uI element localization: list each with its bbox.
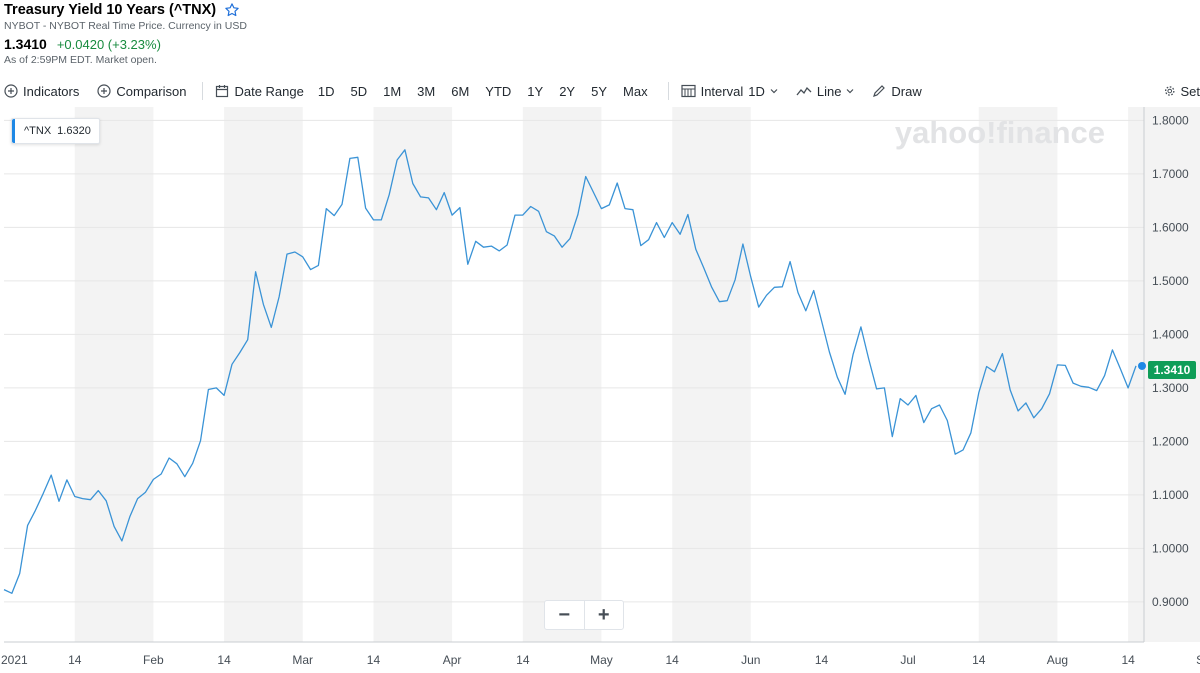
pencil-icon — [873, 85, 886, 97]
range-ytd-button[interactable]: YTD — [485, 83, 512, 99]
zoom-in-button[interactable]: + — [583, 601, 624, 629]
page-title: Treasury Yield 10 Years (^TNX) — [4, 2, 217, 18]
x-tick-label: Jul — [900, 653, 915, 667]
y-tick-label: 1.3000 — [1152, 381, 1189, 395]
range-6m-button[interactable]: 6M — [451, 83, 470, 99]
y-tick-label: 1.6000 — [1152, 220, 1189, 234]
range-2y-button[interactable]: 2Y — [559, 83, 576, 99]
x-tick-label: Sep — [1196, 653, 1200, 667]
as-of-text: As of 2:59PM EDT. Market open. — [4, 54, 157, 66]
date-range-button[interactable]: Date Range — [215, 83, 304, 99]
yahoo-finance-watermark: yahoo!finance — [895, 115, 1105, 150]
x-tick-label: 14 — [815, 653, 829, 667]
chart-band — [978, 107, 1058, 642]
plus-circle-icon — [97, 84, 111, 98]
indicators-label: Indicators — [23, 83, 80, 99]
range-1m-button[interactable]: 1M — [383, 83, 402, 99]
price-row: 1.3410 +0.0420 (+3.23%) — [4, 36, 161, 52]
x-tick-label: 14 — [1121, 653, 1135, 667]
last-point-marker — [1138, 361, 1146, 370]
chart-band — [224, 107, 303, 642]
comparison-label: Comparison — [116, 83, 187, 99]
toolbar-divider — [202, 82, 204, 100]
gear-icon — [1164, 86, 1175, 96]
x-tick-label: Jun — [741, 653, 760, 667]
y-tick-label: 1.5000 — [1152, 274, 1189, 288]
range-5d-button[interactable]: 5D — [350, 83, 368, 99]
settings-button[interactable]: Set — [1164, 84, 1200, 99]
chart-type-label: Line — [816, 83, 842, 99]
y-tick-label: 1.7000 — [1152, 167, 1189, 181]
chart-band — [373, 107, 453, 642]
legend-value: 1.6320 — [57, 125, 91, 137]
x-tick-label: 14 — [367, 653, 381, 667]
y-tick-label: 1.8000 — [1152, 113, 1189, 127]
x-tick-label: Mar — [292, 653, 313, 667]
draw-button[interactable]: Draw — [872, 83, 922, 99]
date-range-label: Date Range — [234, 83, 304, 99]
range-1y-button[interactable]: 1Y — [527, 83, 544, 99]
toolbar-divider — [667, 82, 669, 100]
x-tick-label: 14 — [516, 653, 530, 667]
y-tick-label: 1.0000 — [1152, 541, 1189, 555]
chart-toolbar: Indicators Comparison Date Range 1D 5D 1… — [0, 80, 1200, 102]
x-tick-label: Feb — [143, 653, 164, 667]
y-tick-label: 1.2000 — [1152, 434, 1189, 448]
current-price: 1.3410 — [4, 36, 47, 52]
last-price-tag: 1.3410 — [1148, 361, 1196, 379]
price-change: +0.0420 (+3.23%) — [56, 37, 161, 52]
price-chart[interactable]: 1.8000 1.7000 1.6000 1.5000 1.4000 1.3000 1.20… — [0, 105, 1200, 673]
x-tick-label: Apr — [443, 653, 462, 667]
star-icon[interactable] — [224, 2, 240, 18]
draw-label: Draw — [891, 83, 922, 99]
chart-band — [522, 107, 602, 642]
range-1d-button[interactable]: 1D — [317, 83, 335, 99]
legend-symbol: ^TNX — [24, 125, 52, 137]
title-row: Treasury Yield 10 Years (^TNX) — [4, 2, 240, 18]
y-tick-label: 0.9000 — [1152, 595, 1189, 609]
line-chart-icon — [796, 86, 812, 96]
interval-label: Interval — [700, 83, 744, 99]
series-line — [3, 149, 1137, 594]
x-tick-label: May — [590, 653, 613, 667]
chart-band — [672, 107, 751, 642]
chevron-down-icon — [846, 89, 854, 94]
x-tick-label: 14 — [666, 653, 680, 667]
zoom-out-button[interactable]: − — [558, 603, 571, 626]
range-max-button[interactable]: Max — [623, 83, 648, 99]
chevron-down-icon — [770, 89, 778, 94]
plus-circle-icon — [4, 84, 18, 98]
x-tick-label: 14 — [68, 653, 82, 667]
legend-box[interactable]: ^TNX 1.6320 — [11, 118, 100, 144]
indicators-button[interactable]: Indicators — [4, 84, 79, 99]
interval-value: 1D — [748, 83, 765, 99]
comparison-button[interactable]: Comparison — [97, 84, 186, 99]
chart-type-button[interactable]: Line — [796, 84, 855, 99]
interval-icon — [680, 84, 696, 98]
interval-button[interactable]: Interval 1D — [680, 83, 778, 99]
chart-band — [74, 107, 154, 642]
x-tick-label: Aug — [1047, 653, 1068, 667]
range-3m-button[interactable]: 3M — [417, 83, 436, 99]
y-tick-label: 1.4000 — [1152, 327, 1189, 341]
calendar-icon — [216, 85, 229, 98]
zoom-control: − + — [544, 600, 624, 630]
x-tick-label: 2021 — [1, 653, 28, 667]
x-tick-label: 14 — [972, 653, 986, 667]
x-tick-label: 14 — [217, 653, 231, 667]
settings-label: Set — [1180, 83, 1200, 99]
y-tick-label: 1.1000 — [1152, 488, 1189, 502]
source-line: NYBOT - NYBOT Real Time Price. Currency … — [4, 20, 247, 32]
range-5y-button[interactable]: 5Y — [591, 83, 608, 99]
